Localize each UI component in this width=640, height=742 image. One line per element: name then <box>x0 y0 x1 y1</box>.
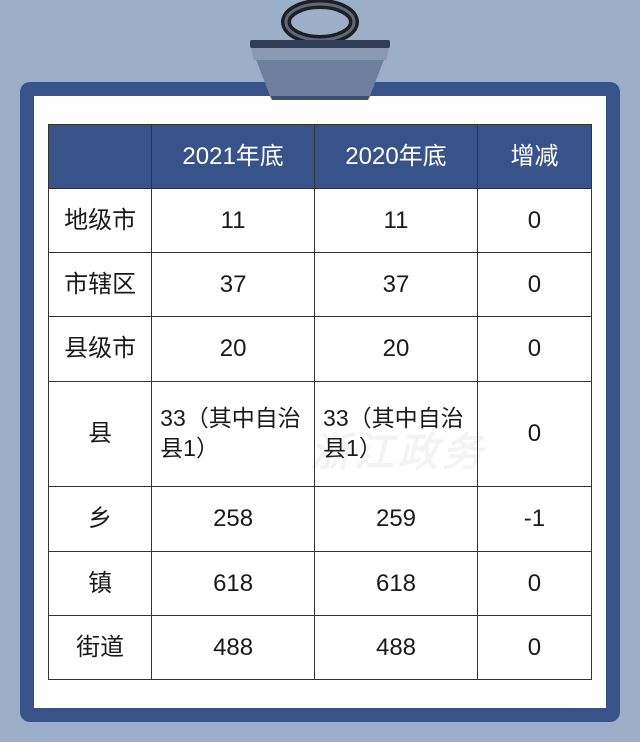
clipboard-board: 浙江政务 2021年底 2020年底 增减 地级市 11 11 0 市辖区 37 <box>20 82 620 722</box>
cell-2021: 618 <box>152 551 315 615</box>
row-label: 街道 <box>49 615 152 679</box>
row-label: 市辖区 <box>49 253 152 317</box>
cell-delta: 0 <box>477 317 591 381</box>
row-label: 县级市 <box>49 317 152 381</box>
table-row: 市辖区 37 37 0 <box>49 253 592 317</box>
table-row: 镇 618 618 0 <box>49 551 592 615</box>
table-row: 县 33（其中自治县1） 33（其中自治县1） 0 <box>49 381 592 487</box>
admin-divisions-table: 2021年底 2020年底 增减 地级市 11 11 0 市辖区 37 37 0… <box>48 124 592 680</box>
table-row: 街道 488 488 0 <box>49 615 592 679</box>
cell-2020: 259 <box>315 487 478 551</box>
cell-2021: 20 <box>152 317 315 381</box>
header-blank <box>49 125 152 189</box>
cell-2021: 33（其中自治县1） <box>152 381 315 487</box>
cell-delta: 0 <box>477 253 591 317</box>
cell-delta: 0 <box>477 615 591 679</box>
cell-2020: 488 <box>315 615 478 679</box>
table-row: 县级市 20 20 0 <box>49 317 592 381</box>
cell-delta: 0 <box>477 381 591 487</box>
header-delta: 增减 <box>477 125 591 189</box>
binder-clip <box>220 0 420 109</box>
cell-2020: 11 <box>315 189 478 253</box>
cell-2021: 258 <box>152 487 315 551</box>
row-label: 镇 <box>49 551 152 615</box>
table-row: 地级市 11 11 0 <box>49 189 592 253</box>
cell-2020: 20 <box>315 317 478 381</box>
cell-2021: 488 <box>152 615 315 679</box>
cell-2021: 37 <box>152 253 315 317</box>
cell-delta: -1 <box>477 487 591 551</box>
header-2020: 2020年底 <box>315 125 478 189</box>
cell-delta: 0 <box>477 551 591 615</box>
row-label: 乡 <box>49 487 152 551</box>
table-header-row: 2021年底 2020年底 增减 <box>49 125 592 189</box>
cell-2020: 33（其中自治县1） <box>315 381 478 487</box>
cell-2020: 618 <box>315 551 478 615</box>
cell-delta: 0 <box>477 189 591 253</box>
table-row: 乡 258 259 -1 <box>49 487 592 551</box>
row-label: 地级市 <box>49 189 152 253</box>
cell-2021: 11 <box>152 189 315 253</box>
cell-2020: 37 <box>315 253 478 317</box>
table-body: 地级市 11 11 0 市辖区 37 37 0 县级市 20 20 0 县 33… <box>49 189 592 680</box>
row-label: 县 <box>49 381 152 487</box>
header-2021: 2021年底 <box>152 125 315 189</box>
